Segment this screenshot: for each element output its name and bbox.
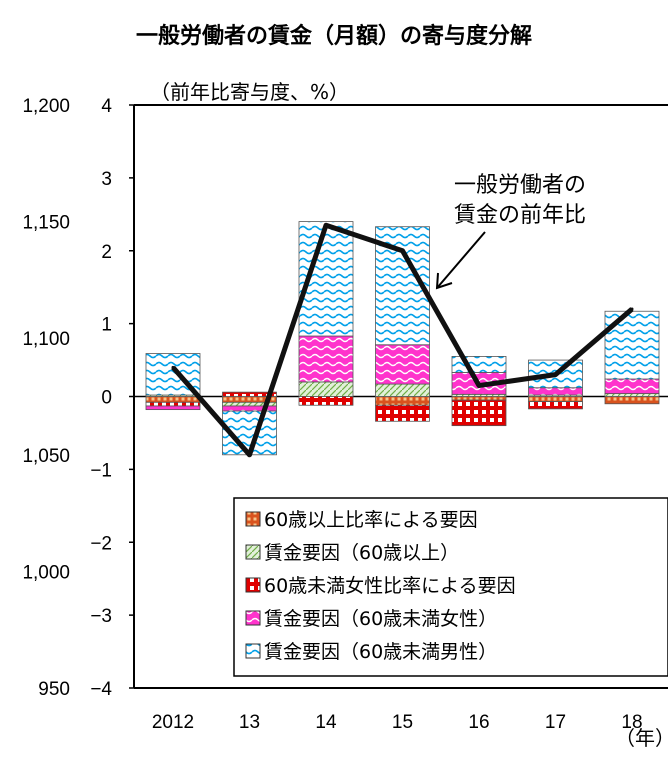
x-tick-label: 13	[239, 712, 260, 733]
y2-tick-label: 1,100	[22, 329, 70, 350]
annotation-label: 賃金の前年比	[454, 203, 586, 228]
annotation-arrow	[436, 231, 486, 289]
bar-segment	[375, 404, 430, 422]
bar-segment	[528, 396, 583, 403]
y-tick-label: 2	[101, 242, 112, 263]
legend-box	[233, 497, 668, 677]
line-point	[324, 223, 328, 227]
y-tick-label: −2	[90, 533, 112, 554]
y-tick-label: −4	[90, 679, 112, 700]
bar-segment	[375, 396, 430, 406]
annotation-arrowhead	[435, 272, 453, 290]
y2-tick-label: 950	[38, 679, 70, 700]
y-axis-unit-label: （前年比寄与度、%）	[150, 80, 350, 104]
x-tick-label: 16	[468, 712, 489, 733]
bar-segment	[604, 310, 660, 380]
y-tick-label: 0	[101, 388, 112, 409]
legend-swatch	[245, 643, 261, 659]
x-tick-label: 18	[621, 712, 642, 733]
bar-segment	[222, 391, 277, 397]
legend-label: 60歳以上比率による要因	[264, 509, 478, 531]
y-tick-label: −1	[90, 460, 112, 481]
line-point	[248, 453, 251, 457]
x-tick-label: 2012	[152, 712, 194, 733]
legend-label: 賃金要因（60歳未満女性）	[264, 608, 497, 630]
y-tick-label: 3	[101, 169, 112, 190]
y-tick-label: 4	[101, 96, 112, 117]
x-tick-label: 14	[315, 712, 337, 733]
legend-swatch	[245, 610, 261, 626]
bar-segment	[528, 401, 583, 410]
y2-tick-label: 1,200	[22, 96, 70, 117]
bar-segment	[375, 344, 430, 385]
bar-segment	[145, 405, 201, 411]
bar-segment	[604, 396, 660, 405]
y2-tick-label: 1,150	[22, 213, 70, 234]
bar-segment	[451, 356, 507, 373]
bar-segment	[451, 399, 507, 427]
y2-tick-label: 1,050	[22, 446, 70, 467]
legend-swatch	[245, 544, 261, 560]
x-axis-unit-label: （年）	[615, 726, 668, 750]
bar-segment	[528, 387, 583, 396]
line-point	[477, 384, 481, 388]
chart-title: 一般労働者の賃金（月額）の寄与度分解	[135, 24, 532, 49]
y-tick-label: −3	[90, 606, 112, 627]
bar-segment	[604, 393, 660, 397]
bar-segment	[145, 396, 201, 403]
annotation-label: 一般労働者の	[454, 173, 586, 198]
legend-label: 賃金要因（60歳以上）	[264, 542, 459, 564]
legend-label: 60歳未満女性比率による要因	[264, 575, 516, 597]
y-tick-label: 1	[101, 315, 112, 336]
bar-segment	[145, 401, 201, 407]
line-point	[630, 307, 634, 311]
bar-segment	[375, 383, 430, 397]
legend-swatch	[245, 577, 261, 593]
legend-label: 賃金要因（60歳未満男性）	[264, 641, 497, 663]
bar-segment	[298, 381, 354, 397]
bar-segment	[298, 335, 354, 383]
x-tick-label: 17	[545, 712, 566, 733]
bar-segment	[604, 378, 660, 394]
x-tick-label: 15	[392, 712, 413, 733]
line-point	[554, 373, 557, 377]
legend-swatch	[245, 511, 261, 527]
line-point	[401, 249, 404, 253]
bar-segment	[222, 405, 277, 412]
bar-segment	[298, 396, 354, 406]
line-point	[171, 365, 175, 369]
y2-tick-label: 1,000	[22, 562, 70, 583]
bar-segment	[451, 396, 507, 401]
